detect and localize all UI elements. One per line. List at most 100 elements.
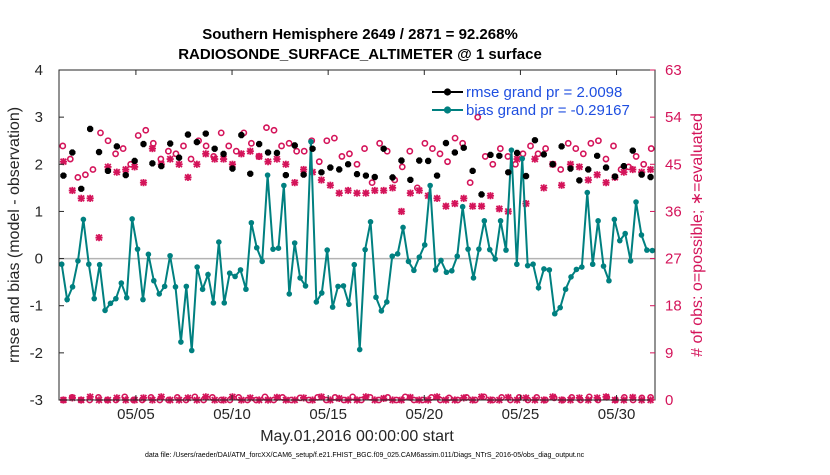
rmse-point [202, 130, 209, 137]
rmse-point [362, 172, 369, 179]
bias-point [568, 274, 574, 280]
obs-possible-point [602, 155, 610, 163]
bias-point [443, 269, 450, 276]
obs-evaluated-point [495, 205, 503, 213]
obs-possible-point [474, 113, 482, 121]
obs-possible-point [595, 137, 602, 145]
obs-possible-point [119, 145, 127, 152]
rmse-point [158, 163, 165, 170]
obs-evaluated-point [602, 179, 610, 187]
obs-evaluated-point [131, 163, 139, 171]
y-tick-label: 3 [35, 109, 43, 126]
obs-evaluated-point [362, 393, 370, 401]
obs-evaluated-point [477, 393, 486, 401]
bias-point [394, 251, 401, 257]
bias-point [91, 295, 98, 302]
bias-point [178, 339, 184, 345]
bias-point [329, 304, 336, 310]
rmse-point [531, 137, 539, 144]
rmse-point [416, 157, 423, 164]
bias-point [102, 307, 108, 314]
obs-possible-point [368, 179, 376, 187]
y-axis-label: rmse and bias (model - observation) [6, 107, 23, 363]
bias-point [58, 261, 65, 268]
obs-evaluated-point [406, 189, 414, 197]
bias-point [75, 258, 81, 264]
bias-point [205, 271, 211, 278]
y-tick-label: 4 [35, 62, 43, 79]
bias-point [606, 277, 612, 284]
obs-evaluated-point [388, 184, 397, 192]
bias-point [616, 237, 623, 244]
bias-point [335, 283, 341, 290]
obs-possible-point [82, 171, 89, 179]
rmse-point [300, 171, 307, 178]
bias-point [324, 247, 331, 253]
rmse-point [282, 172, 289, 179]
obs-possible-point [97, 129, 104, 137]
bias-point [297, 275, 303, 281]
rmse-point [104, 167, 112, 174]
bias-point [118, 280, 125, 286]
x-axis-ticks: 05/05 05/10 05/15 05/20 05/25 05/30 [117, 70, 635, 423]
bias-point [405, 258, 412, 265]
obs-evaluated-point [166, 155, 174, 163]
rmse-point [496, 152, 503, 159]
rmse-point [345, 161, 352, 168]
y-right-tick-label: 9 [665, 345, 673, 362]
obs-possible-point [247, 139, 255, 147]
obs-possible-point [542, 145, 550, 152]
obs-possible-point [361, 145, 368, 152]
rmse-point [353, 171, 361, 178]
y-right-tick-label: 0 [665, 392, 673, 409]
obs-evaluated-point [406, 393, 414, 401]
rmse-point [514, 149, 521, 157]
rmse-point [309, 145, 316, 152]
x-tick-label: 05/25 [502, 406, 540, 423]
obs-possible-point [134, 132, 142, 139]
bias-point [584, 189, 591, 196]
obs-possible-point [527, 142, 534, 150]
x-tick-label: 05/15 [309, 406, 347, 423]
obs-evaluated-point [193, 160, 201, 168]
rmse-series [60, 125, 654, 198]
obs-evaluated-point [246, 147, 254, 155]
bias-point [449, 268, 455, 274]
obs-possible-point [187, 155, 195, 163]
bias-point [270, 246, 276, 252]
obs-evaluated-point [646, 165, 655, 174]
obs-possible-point [217, 129, 225, 137]
y-axis-right-ticks: 0 9 18 27 36 45 54 63 [650, 62, 682, 409]
obs-possible-point [89, 166, 97, 173]
bias-point [411, 267, 417, 274]
obs-evaluated-point [380, 186, 388, 195]
x-tick-label: 05/30 [598, 406, 636, 423]
bias-point [313, 299, 320, 305]
bias-point [389, 253, 396, 260]
bias-point [562, 286, 569, 293]
obs-possible-point [202, 142, 210, 150]
obs-evaluated-point [620, 168, 628, 176]
rmse-point [167, 140, 174, 147]
obs-evaluated-point [237, 150, 245, 158]
bias-point [340, 283, 347, 289]
bias-point [551, 310, 558, 317]
obs-possible-point [496, 145, 504, 152]
bias-point [134, 246, 141, 252]
bias-point [508, 147, 515, 153]
obs-possible-point [640, 160, 648, 168]
obs-evaluated-point [335, 189, 343, 197]
x-tick-label: 05/10 [213, 406, 251, 423]
obs-possible-point [300, 147, 308, 155]
plot-frame [58, 69, 656, 401]
bias-point [454, 253, 461, 260]
rmse-point [193, 139, 200, 146]
obs-evaluated-point [557, 181, 566, 189]
legend: rmse grand pr = 2.0098 bias grand pr = -… [432, 84, 630, 119]
rmse-point [149, 160, 156, 167]
bias-point [378, 308, 385, 314]
bias-point [595, 218, 601, 224]
obs-evaluated-point [77, 194, 85, 202]
obs-possible-point [557, 166, 565, 173]
obs-possible-point [398, 163, 406, 171]
